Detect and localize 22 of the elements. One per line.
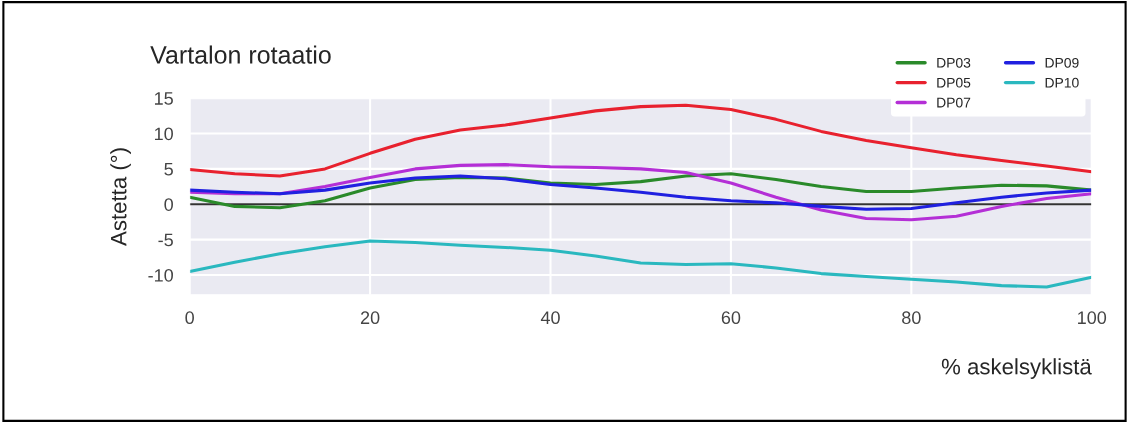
y-tick-label: 0 xyxy=(164,198,173,211)
line-series xyxy=(189,239,1092,289)
x-tick-label: 80 xyxy=(902,311,921,325)
chart-title: Vartalon rotaatio xyxy=(150,45,331,64)
legend-label: DP09 xyxy=(1045,57,1079,68)
y-axis-title: Astetta (°) xyxy=(110,148,131,246)
y-tick-label: 10 xyxy=(155,127,173,141)
x-tick-label: 40 xyxy=(540,311,560,325)
legend-label: DP03 xyxy=(937,57,971,68)
legend-label: DP05 xyxy=(937,77,971,88)
legend-label: DP10 xyxy=(1045,77,1079,88)
x-axis-title: % askelsyklistä xyxy=(941,358,1092,379)
y-tick-label: -5 xyxy=(158,233,173,247)
y-tick-label: -10 xyxy=(148,268,173,282)
y-tick-label: 15 xyxy=(155,92,173,105)
line-series xyxy=(189,163,1092,222)
y-tick-label: 5 xyxy=(164,163,173,176)
legend-label: DP07 xyxy=(937,97,971,108)
x-tick-label: 20 xyxy=(360,311,380,325)
x-tick-label: 100 xyxy=(1078,311,1107,325)
x-tick-label: 60 xyxy=(721,311,741,325)
x-tick-label: 0 xyxy=(185,311,194,325)
